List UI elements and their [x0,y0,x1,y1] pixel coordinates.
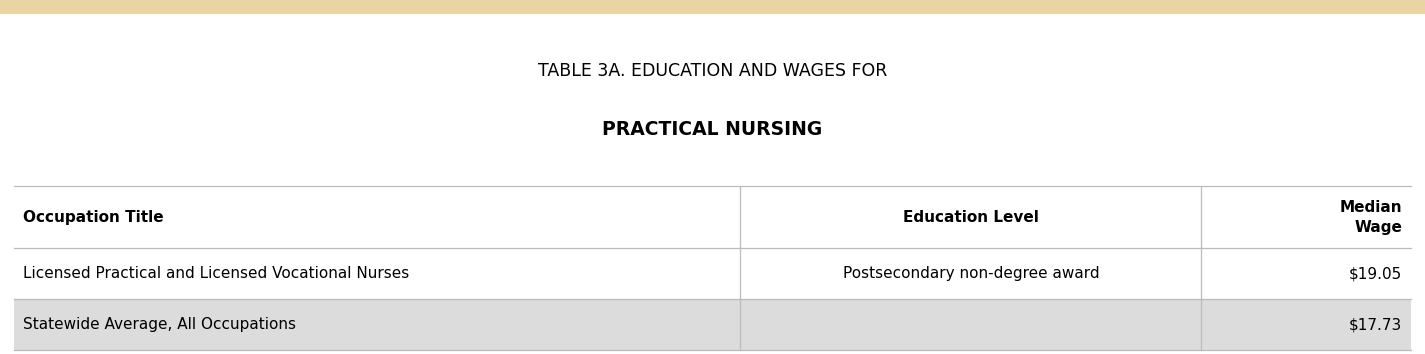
Text: Median
Wage: Median Wage [1340,200,1402,235]
Text: Licensed Practical and Licensed Vocational Nurses: Licensed Practical and Licensed Vocation… [23,267,409,281]
Bar [14,249,1411,299]
Text: $17.73: $17.73 [1349,318,1402,332]
Text: Statewide Average, All Occupations: Statewide Average, All Occupations [23,318,296,332]
Text: Education Level: Education Level [903,210,1039,225]
Text: PRACTICAL NURSING: PRACTICAL NURSING [603,120,822,139]
Text: TABLE 3A. EDUCATION AND WAGES FOR: TABLE 3A. EDUCATION AND WAGES FOR [537,62,888,80]
Text: $19.05: $19.05 [1349,267,1402,281]
Bar [0,0,1425,14]
Text: Occupation Title: Occupation Title [23,210,164,225]
Bar [14,186,1411,249]
Bar [14,299,1411,350]
Text: Postsecondary non-degree award: Postsecondary non-degree award [842,267,1099,281]
